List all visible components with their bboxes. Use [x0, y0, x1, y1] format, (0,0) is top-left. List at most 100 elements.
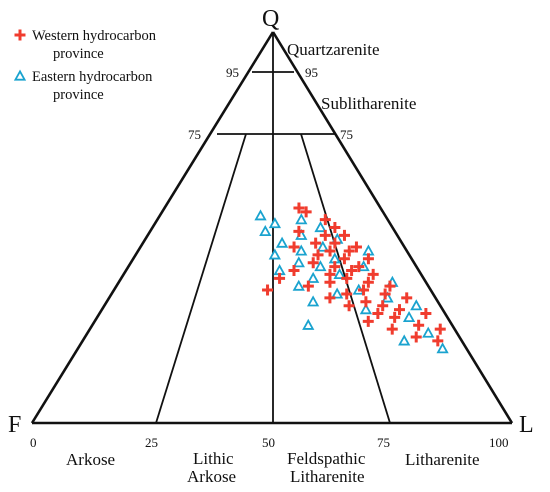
legend-western-line2: province [53, 46, 104, 62]
data-point-eastern [422, 326, 435, 338]
legend-eastern-marker [13, 69, 27, 81]
data-point-western [350, 241, 362, 253]
data-point-western [338, 229, 350, 241]
field-litharenite: Litharenite [405, 450, 480, 469]
field-feldspathic-litharenite-line2: Litharenite [290, 467, 365, 486]
data-point-western [377, 300, 389, 312]
data-point-eastern [295, 213, 308, 225]
data-point-western [300, 206, 312, 218]
tick-base-25: 25 [145, 435, 158, 450]
legend-triangle-icon [13, 69, 27, 81]
data-point-eastern [268, 217, 282, 229]
legend-western-marker [14, 29, 26, 41]
data-point-western [312, 249, 324, 261]
data-point-eastern [359, 303, 373, 315]
data-point-eastern [254, 209, 267, 221]
field-feldspathic-litharenite-line1: Feldspathic [287, 449, 366, 468]
legend-plus-icon [14, 29, 26, 41]
data-point-western [386, 323, 398, 335]
data-point-western [329, 237, 341, 249]
data-point-eastern [292, 279, 305, 291]
legend-western-line1: Western hydrocarbon [32, 28, 157, 44]
data-point-eastern [333, 267, 346, 280]
data-point-western [307, 257, 319, 269]
data-point-eastern [306, 295, 320, 307]
data-point-eastern [316, 240, 329, 252]
corner-l-label: L [519, 412, 534, 438]
corner-f-label: F [8, 412, 21, 438]
data-point-western [393, 304, 405, 316]
data-point-western [262, 284, 274, 296]
data-point-western [372, 308, 384, 320]
data-point-eastern [275, 236, 289, 248]
data-point-western [432, 335, 444, 347]
data-point-western [329, 222, 341, 233]
data-point-western [379, 288, 391, 300]
legend: Western hydrocarbon province Eastern hyd… [13, 28, 157, 103]
data-point-western [346, 265, 358, 277]
data-point-eastern [402, 310, 416, 323]
data-point-western [324, 245, 336, 257]
data-point-western [367, 268, 379, 280]
field-lithic-arkose-line2: Arkose [187, 467, 236, 486]
data-point-western [341, 272, 353, 284]
series-eastern-points [254, 209, 449, 354]
data-point-western [341, 288, 353, 300]
data-point-western [293, 225, 305, 237]
data-point-eastern [398, 334, 411, 346]
data-point-eastern [331, 287, 344, 299]
data-point-eastern [314, 221, 327, 233]
data-point-western [362, 276, 374, 288]
data-point-eastern [268, 248, 281, 260]
tick-q95-left: 95 [226, 65, 239, 80]
data-point-eastern [410, 299, 423, 311]
field-quartzarenite: Quartzarenite [287, 40, 380, 59]
field-sublitharenite: Sublitharenite [321, 94, 416, 113]
data-point-western [389, 311, 401, 323]
legend-eastern-line2: province [53, 87, 104, 103]
triangle-edge-qf [30, 31, 275, 424]
data-point-western [288, 241, 300, 253]
tick-base-50: 50 [262, 435, 275, 450]
divider-25 [155, 133, 247, 424]
field-lithic-arkose-line1: Lithic [193, 449, 234, 468]
data-point-western [413, 319, 425, 331]
tick-base-100: 100 [489, 435, 509, 450]
data-point-western [362, 253, 374, 265]
data-point-western [293, 202, 305, 214]
corner-q-label: Q [262, 6, 279, 32]
data-point-western [274, 272, 286, 284]
data-point-western [310, 237, 322, 249]
data-point-western [324, 292, 336, 304]
data-point-eastern [436, 342, 449, 354]
data-point-eastern [295, 244, 308, 256]
data-point-eastern [292, 256, 305, 268]
data-point-western [410, 331, 422, 343]
data-point-western [434, 323, 446, 335]
legend-eastern-line1: Eastern hydrocarbon [32, 69, 153, 85]
tick-base-75: 75 [377, 435, 390, 450]
data-point-eastern [307, 271, 320, 283]
data-point-western [358, 284, 370, 296]
data-point-western [360, 296, 372, 308]
data-point-western [319, 229, 331, 241]
data-point-western [324, 276, 336, 288]
tick-q95-right: 95 [305, 65, 318, 80]
data-point-western [401, 292, 413, 304]
tick-q75-right: 75 [340, 127, 353, 142]
data-point-western [420, 308, 432, 320]
data-point-western [384, 280, 396, 292]
data-point-western [343, 245, 355, 257]
tick-q75-left: 75 [188, 127, 201, 142]
data-point-western [302, 280, 314, 292]
data-point-eastern [314, 260, 327, 272]
field-arkose: Arkose [66, 450, 115, 469]
data-point-western [288, 265, 300, 277]
data-point-western [329, 261, 341, 273]
data-point-eastern [259, 224, 272, 236]
data-point-western [319, 214, 331, 226]
tick-base-0: 0 [30, 435, 37, 450]
data-point-western [338, 253, 350, 265]
